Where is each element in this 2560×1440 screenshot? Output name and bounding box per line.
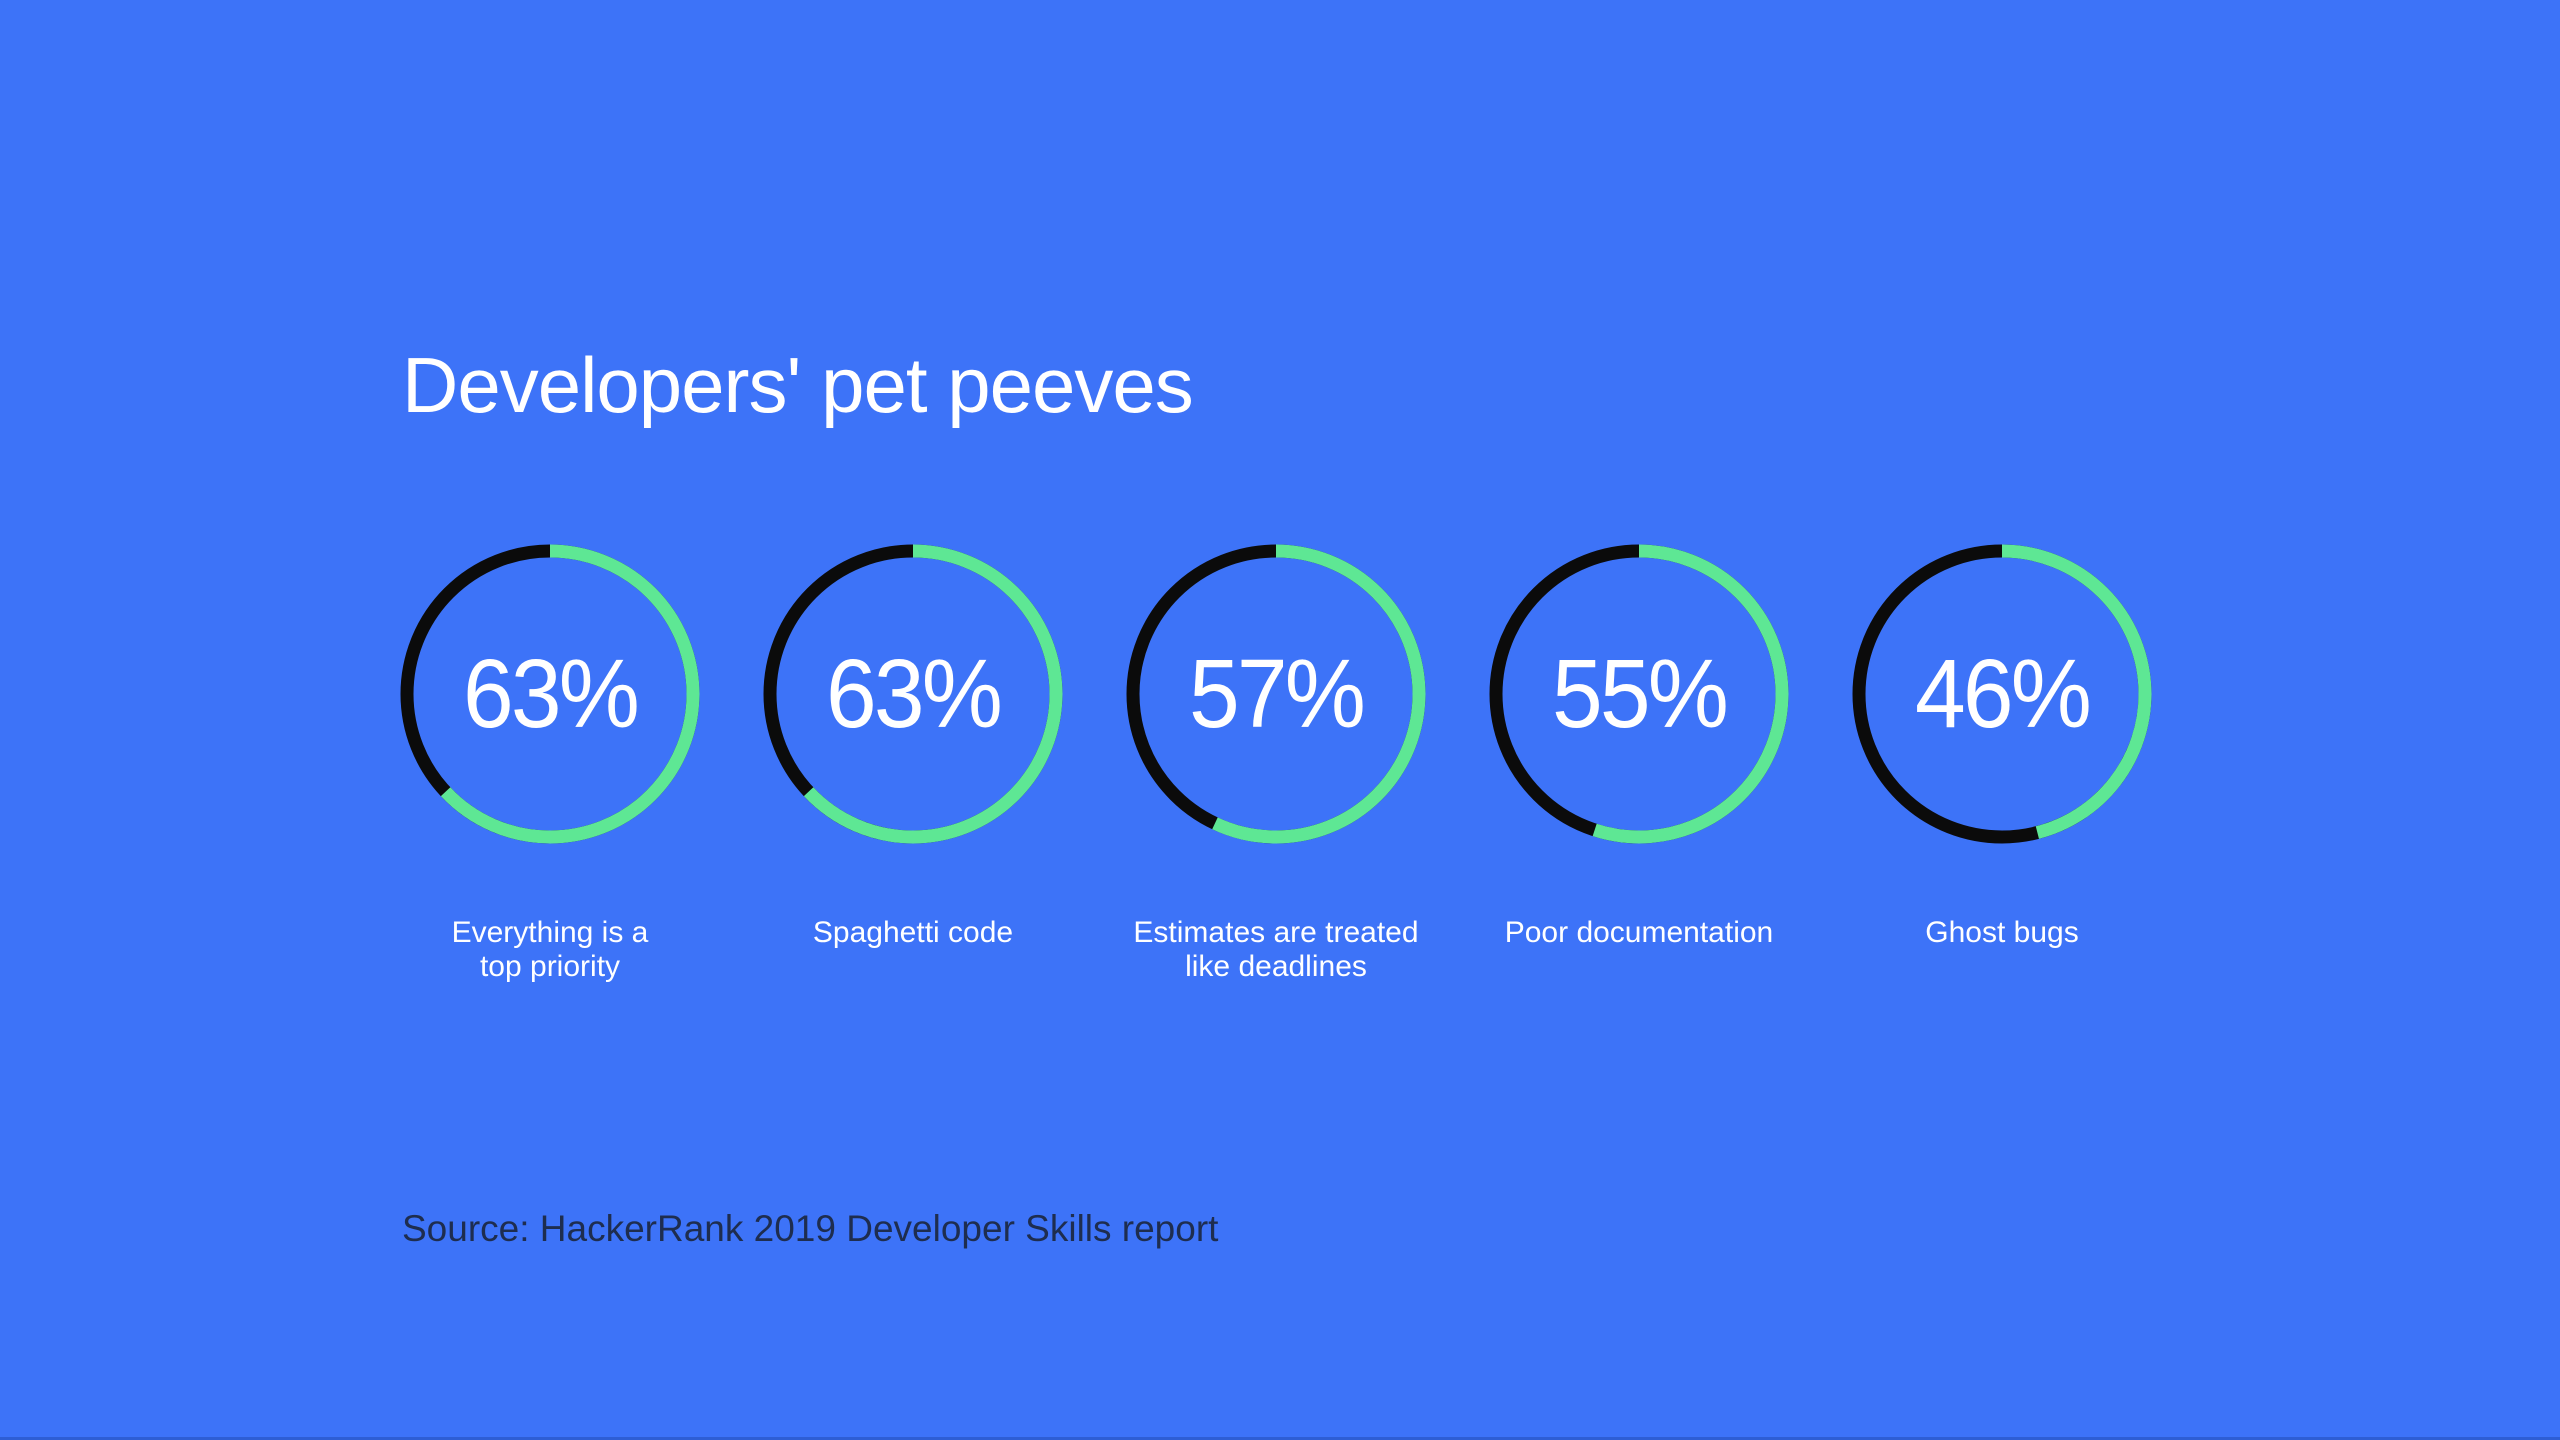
donut-progress-arc — [400, 544, 700, 844]
donut-progress-arc — [763, 544, 1063, 844]
donut-ring-svg — [1126, 544, 1426, 844]
donut-chart: 55% Poor documentation — [1489, 544, 1789, 950]
percent-value: 63% — [462, 639, 640, 748]
donut-chart: 63% Everything is a top priority — [400, 544, 700, 984]
percent-value: 63% — [825, 639, 1003, 748]
bottom-edge-strip — [0, 1437, 2560, 1440]
donut-chart: 46% Ghost bugs — [1852, 544, 2152, 950]
percent-value: 46% — [1914, 639, 2092, 748]
chart-item-label: Poor documentation — [1504, 916, 1774, 949]
donut-progress-arc — [1852, 544, 2152, 844]
donut-ring: 63% — [763, 544, 1063, 844]
chart-item-label: Spaghetti code — [812, 916, 1014, 949]
donut-ring-svg — [763, 544, 1063, 844]
donut-chart: 57% Estimates are treated like deadlines — [1126, 544, 1426, 984]
donut-ring: 46% — [1852, 544, 2152, 844]
percent-value: 55% — [1551, 639, 1729, 748]
percent-value: 57% — [1188, 639, 1366, 748]
chart-item-label: Ghost bugs — [1925, 916, 2079, 949]
donut-progress-arc — [1126, 544, 1426, 844]
source-caption: Source: HackerRank 2019 Developer Skills… — [402, 1208, 1219, 1249]
chart-item-label: Estimates are treated like deadlines — [1133, 916, 1419, 983]
donut-ring-svg — [400, 544, 700, 844]
donut-ring: 57% — [1126, 544, 1426, 844]
donut-ring: 55% — [1489, 544, 1789, 844]
donut-ring: 63% — [400, 544, 700, 844]
donut-chart: 63% Spaghetti code — [763, 544, 1063, 950]
page-title: Developers' pet peeves — [402, 341, 1194, 430]
donut-ring-svg — [1852, 544, 2152, 844]
donut-ring-svg — [1489, 544, 1789, 844]
chart-item-label: Everything is a top priority — [451, 916, 649, 983]
donut-progress-arc — [1489, 544, 1789, 844]
donut-charts-row: 63% Everything is a top priority 63% Spa… — [400, 544, 2152, 984]
